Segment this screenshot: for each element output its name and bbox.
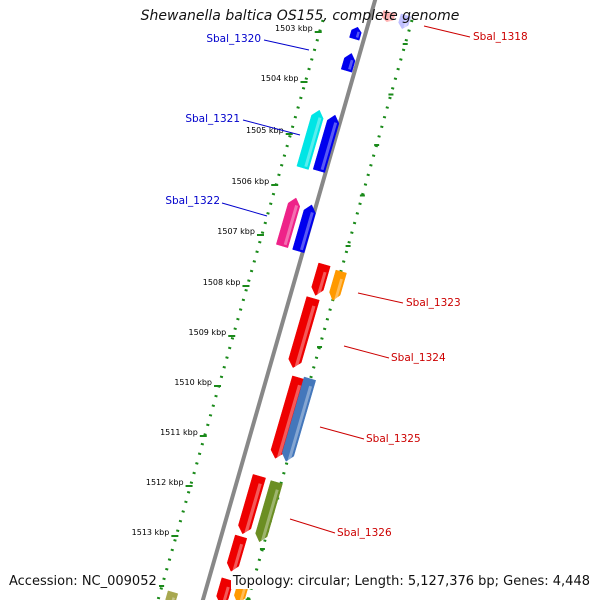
kbp-tick-label: 1505 kbp: [246, 126, 284, 135]
gene-feature[interactable]: [226, 534, 248, 572]
gene-label[interactable]: Sbal_1326: [337, 527, 392, 539]
kbp-tick-label: 1512 kbp: [146, 478, 184, 487]
topology-summary-text: Topology: circular; Length: 5,127,376 bp…: [230, 574, 590, 589]
kbp-tick-label: 1513 kbp: [132, 528, 170, 537]
kbp-tick-label: 1510 kbp: [174, 378, 212, 387]
gene-feature[interactable]: [292, 204, 316, 254]
gene-feature[interactable]: [329, 269, 347, 301]
gene-label-leader: [319, 426, 365, 440]
gene-feature[interactable]: [381, 10, 396, 23]
backbone-line: [200, 0, 378, 600]
gene-feature[interactable]: [288, 296, 320, 368]
gene-feature[interactable]: [312, 114, 340, 173]
gene-feature[interactable]: [255, 480, 283, 543]
gene-feature[interactable]: [238, 474, 266, 535]
gene-label[interactable]: Sbal_1324: [391, 352, 446, 364]
gene-feature[interactable]: [296, 109, 324, 170]
gene-label-leader: [289, 518, 336, 534]
kbp-tick-label: 1503 kbp: [275, 24, 313, 33]
accession-text: Accession: NC_009052: [9, 574, 159, 589]
gene-label-leader: [221, 202, 268, 217]
outer-tick-ring: [246, 19, 414, 600]
gene-label-leader: [343, 345, 390, 359]
gene-feature[interactable]: [398, 13, 412, 30]
gene-label[interactable]: Sbal_1321: [185, 113, 240, 125]
gene-feature[interactable]: [281, 376, 317, 462]
gene-label[interactable]: Sbal_1322: [165, 195, 220, 207]
inner-tick-ring: [156, 19, 325, 600]
kbp-tick-label: 1509 kbp: [189, 328, 227, 337]
gene-label-leader: [263, 39, 310, 51]
gene-feature[interactable]: [216, 577, 234, 600]
map-title: Shewanella baltica OS155, complete genom…: [140, 8, 460, 24]
gene-feature[interactable]: [165, 590, 179, 600]
gene-feature[interactable]: [275, 197, 301, 249]
gene-label-leader: [357, 292, 404, 304]
kbp-tick-label: 1504 kbp: [261, 74, 299, 83]
gene-label-leader: [242, 119, 301, 136]
gene-feature[interactable]: [340, 53, 356, 73]
kbp-tick-label: 1506 kbp: [231, 177, 269, 186]
kbp-tick-label: 1508 kbp: [203, 278, 241, 287]
gene-label-leader: [423, 25, 471, 38]
gene-label[interactable]: Sbal_1320: [206, 33, 261, 45]
gene-label[interactable]: Sbal_1318: [473, 31, 528, 43]
gene-feature[interactable]: [311, 262, 331, 296]
kbp-tick-label: 1511 kbp: [160, 428, 198, 437]
gene-label[interactable]: Sbal_1323: [406, 297, 461, 309]
gene-feature[interactable]: [349, 26, 362, 41]
kbp-tick-label: 1507 kbp: [217, 227, 255, 236]
gene-label[interactable]: Sbal_1325: [366, 433, 421, 445]
